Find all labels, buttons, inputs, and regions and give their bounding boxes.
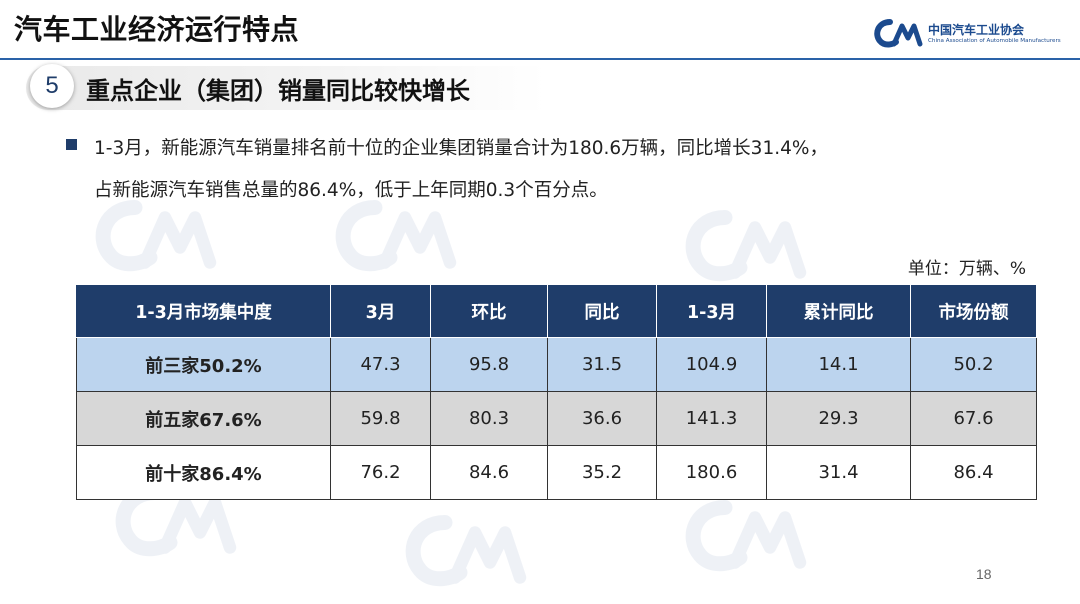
table-header-cell: 市场份额 xyxy=(910,284,1037,338)
table-cell: 80.3 xyxy=(430,391,548,446)
section-number-badge: 5 xyxy=(30,64,74,108)
table-row: 前三家50.2% 47.3 95.8 31.5 104.9 14.1 50.2 xyxy=(76,337,1037,392)
unit-label: 单位：万辆、% xyxy=(907,259,1026,279)
table-cell: 31.4 xyxy=(766,445,911,500)
table-cell: 29.3 xyxy=(766,391,911,446)
table-row-label: 前五家67.6% xyxy=(76,391,331,446)
section-heading: 5 重点企业（集团）销量同比较快增长 xyxy=(26,64,726,114)
table-cell: 67.6 xyxy=(910,391,1037,446)
slide-header: 汽车工业经济运行特点 中国汽车工业协会 China Association of… xyxy=(0,0,1080,58)
bullet-paragraph: 1-3月，新能源汽车销量排名前十位的企业集团销量合计为180.6万辆，同比增长3… xyxy=(94,128,1024,212)
page-number: 18 xyxy=(976,566,992,582)
section-title: 重点企业（集团）销量同比较快增长 xyxy=(86,77,470,105)
table-row: 前五家67.6% 59.8 80.3 36.6 141.3 29.3 67.6 xyxy=(76,391,1037,446)
caam-logo: 中国汽车工业协会 China Association of Automobile… xyxy=(872,18,1061,50)
bullet-line-1: 1-3月，新能源汽车销量排名前十位的企业集团销量合计为180.6万辆，同比增长3… xyxy=(94,138,828,159)
table-row-label: 前三家50.2% xyxy=(76,337,331,392)
table-cell: 47.3 xyxy=(330,337,431,392)
table-header-cell: 环比 xyxy=(430,284,548,338)
header-divider xyxy=(0,58,1080,60)
bullet-line-2: 占新能源汽车销售总量的86.4%，低于上年同期0.3个百分点。 xyxy=(94,180,608,201)
table-cell: 104.9 xyxy=(656,337,767,392)
table-cell: 35.2 xyxy=(547,445,657,500)
table-row: 前十家86.4% 76.2 84.6 35.2 180.6 31.4 86.4 xyxy=(76,445,1037,500)
watermark-logo-icon xyxy=(685,500,807,572)
table-cell: 84.6 xyxy=(430,445,548,500)
table-cell: 86.4 xyxy=(910,445,1037,500)
watermark-logo-icon xyxy=(685,210,807,282)
section-heading-band xyxy=(26,66,546,110)
table-cell: 31.5 xyxy=(547,337,657,392)
table-cell: 95.8 xyxy=(430,337,548,392)
caam-logo-icon xyxy=(874,19,923,48)
watermark-logo-icon xyxy=(405,515,527,587)
table-header-cell: 累计同比 xyxy=(766,284,911,338)
table-header-cell: 1-3月 xyxy=(656,284,767,338)
logo-name-en: China Association of Automobile Manufact… xyxy=(928,38,1061,44)
table-row-label: 前十家86.4% xyxy=(76,445,331,500)
page-title: 汽车工业经济运行特点 xyxy=(14,13,300,46)
table-cell: 180.6 xyxy=(656,445,767,500)
table-header-cell: 同比 xyxy=(547,284,657,338)
table-cell: 59.8 xyxy=(330,391,431,446)
bullet-square-icon xyxy=(66,139,77,150)
logo-name-cn: 中国汽车工业协会 xyxy=(928,23,1025,37)
concentration-table: 1-3月市场集中度 3月 环比 同比 1-3月 累计同比 市场份额 前三家50.… xyxy=(76,284,1037,500)
table-header-cell: 3月 xyxy=(330,284,431,338)
table-cell: 76.2 xyxy=(330,445,431,500)
table-cell: 14.1 xyxy=(766,337,911,392)
table-header-cell: 1-3月市场集中度 xyxy=(76,284,331,338)
table-cell: 36.6 xyxy=(547,391,657,446)
table-cell: 141.3 xyxy=(656,391,767,446)
table-cell: 50.2 xyxy=(910,337,1037,392)
table-header-row: 1-3月市场集中度 3月 环比 同比 1-3月 累计同比 市场份额 xyxy=(76,284,1037,338)
